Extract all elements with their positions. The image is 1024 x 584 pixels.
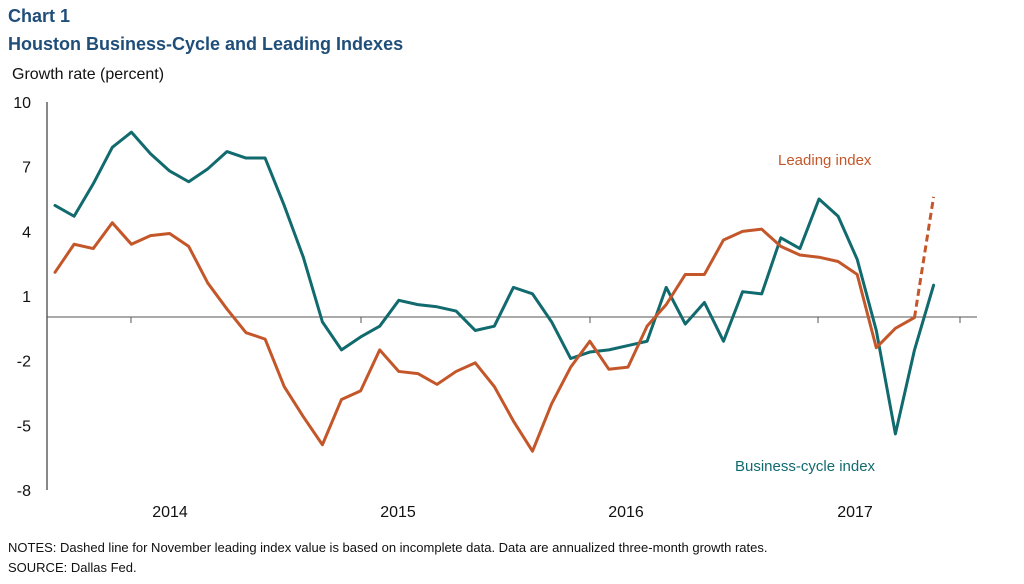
leading-index-annotation: Leading index [778, 152, 872, 169]
chart-title: Houston Business-Cycle and Leading Index… [8, 34, 404, 54]
x-year-label: 2015 [380, 504, 416, 521]
y-axis-title: Growth rate (percent) [12, 66, 165, 83]
chart-label: Chart 1 [8, 6, 71, 26]
y-tick-label: -5 [17, 418, 31, 435]
y-tick-label: 7 [22, 160, 31, 177]
y-tick-label: -2 [17, 354, 31, 371]
x-year-label: 2016 [608, 504, 644, 521]
x-year-label: 2017 [837, 504, 873, 521]
y-tick-label: -8 [17, 483, 31, 500]
y-tick-label: 1 [22, 289, 31, 306]
leading-index-line [53, 221, 916, 453]
notes-text: NOTES: Dashed line for November leading … [8, 540, 768, 555]
business-cycle-index-line [53, 130, 936, 436]
y-tick-label: 4 [22, 224, 31, 241]
y-tick-label: 10 [13, 95, 31, 112]
x-year-label: 2014 [152, 504, 188, 521]
source-text: SOURCE: Dallas Fed. [8, 560, 137, 575]
business-cycle-index-annotation: Business-cycle index [735, 458, 876, 475]
leading-index-dashed-segment [913, 196, 936, 318]
